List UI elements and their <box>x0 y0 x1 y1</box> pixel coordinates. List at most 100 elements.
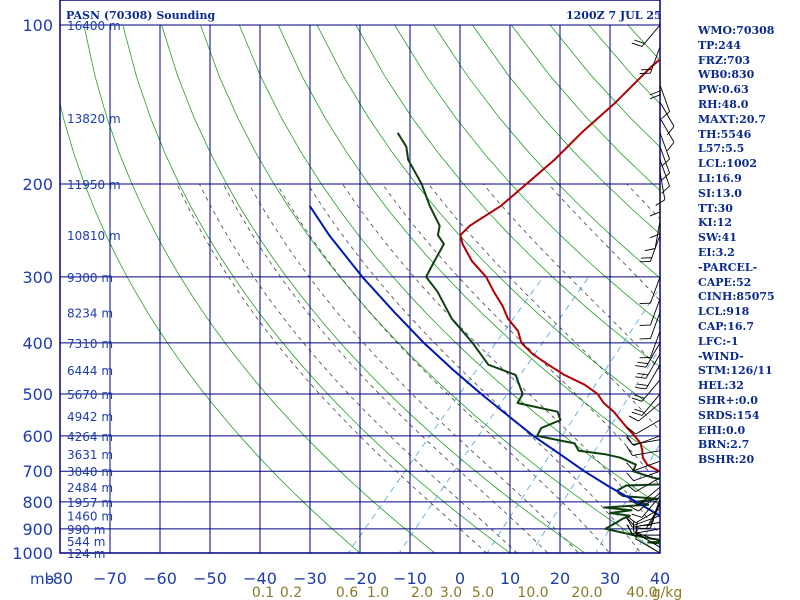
stat-entry: HEL:32 <box>698 379 744 393</box>
parcel-trace <box>308 205 660 517</box>
stat-entry: EHI:0.0 <box>698 423 746 437</box>
mixing-ratio-label: 40.0 <box>626 585 657 600</box>
height-label: 2484 m <box>67 481 113 495</box>
moist-adiabat-line <box>176 183 488 553</box>
wind-barb <box>659 159 670 194</box>
temperature-tick-label: 30 <box>600 569 620 588</box>
stat-entry: KI:12 <box>698 216 733 230</box>
wind-barb <box>627 477 661 493</box>
grid <box>59 0 661 554</box>
moist-adiabat-line <box>381 183 660 487</box>
height-label: 544 m <box>67 535 105 549</box>
wind-barb <box>631 379 661 402</box>
stat-entry: STM:126/11 <box>698 364 773 378</box>
dry-adiabat-line <box>433 25 660 279</box>
height-label: 9300 m <box>67 271 113 285</box>
temperature-tick-label: −70 <box>93 569 127 588</box>
wind-barb <box>639 276 661 305</box>
stat-entry: SHR+:0.0 <box>698 394 758 407</box>
mixing-ratio-label: 0.1 <box>252 585 274 600</box>
observation-time: 1200Z 7 JUL 25 <box>566 9 662 22</box>
height-label: 1460 m <box>67 510 113 524</box>
temperature-tick-label: -80 <box>47 569 73 588</box>
pressure-tick-label: 600 <box>22 427 53 446</box>
wind-barb <box>626 515 661 526</box>
mixing-ratio-label: g/kg <box>652 585 683 600</box>
pressure-tick-label: 100 <box>22 16 53 35</box>
dry-adiabat-line <box>83 25 436 553</box>
wind-barb <box>639 498 661 527</box>
height-label: 3631 m <box>67 448 113 462</box>
moist-adiabat-line <box>199 183 518 553</box>
pressure-tick-label: 1000 <box>12 544 53 563</box>
dry-adiabats <box>60 25 660 553</box>
pressure-tick-label: 500 <box>22 385 53 404</box>
pressure-tick-label: 200 <box>22 175 53 194</box>
height-label: 5670 m <box>67 388 113 402</box>
dry-adiabat-line <box>238 25 660 506</box>
height-label: 990 m <box>67 523 105 537</box>
moist-adiabat-line <box>248 183 580 553</box>
wind-barb <box>635 364 661 390</box>
height-label: 16400 m <box>67 19 121 33</box>
stat-entry: -WIND- <box>698 349 744 363</box>
stat-entry: TP:244 <box>698 38 742 52</box>
dry-adiabat-line <box>200 25 660 553</box>
wind-barb <box>626 446 661 456</box>
mixing-ratio-label: 3.0 <box>440 585 462 600</box>
mixing-ratio-line <box>531 347 660 553</box>
plot-frame <box>59 0 661 554</box>
mixing-ratio-label: 1.0 <box>367 585 389 600</box>
height-label: 3040 m <box>67 465 113 479</box>
wind-barb <box>628 402 661 422</box>
station-title: PASN (70308) Sounding <box>66 9 216 22</box>
height-label: 11950 m <box>67 178 121 192</box>
temperature-tick-label: 40 <box>650 569 670 588</box>
stat-entry: CINH:85075 <box>698 290 775 304</box>
mixing-ratio-label: 0.6 <box>336 585 358 600</box>
wind-barb <box>628 486 661 506</box>
wind-barb <box>639 501 661 529</box>
mixing-ratio-label: 5.0 <box>472 585 494 600</box>
wind-barbs <box>626 24 675 554</box>
temperature-tick-label: −30 <box>293 569 327 588</box>
wind-barb <box>635 353 661 379</box>
wind-barb <box>655 172 666 206</box>
height-label: 8234 m <box>67 306 113 320</box>
height-label: 10810 m <box>67 229 121 243</box>
moist-adiabat-line <box>307 183 642 553</box>
moist-adiabat-line <box>342 183 660 536</box>
dry-adiabat-line <box>355 25 660 368</box>
height-label: 4264 m <box>67 430 113 444</box>
moist-adiabat-line <box>276 183 611 553</box>
stat-entry: CAPE:52 <box>698 275 752 289</box>
stat-entry: L57:5.5 <box>698 142 745 156</box>
wind-barb <box>627 419 661 435</box>
wind-barb <box>659 117 675 151</box>
wind-barb <box>628 492 661 512</box>
mixing-ratio-line <box>595 443 660 553</box>
stat-entry: RH:48.0 <box>698 98 749 111</box>
temperature-tick-label: −10 <box>393 569 427 588</box>
temperature-tick-label: −20 <box>343 569 377 588</box>
mixing-ratio-line <box>758 277 800 564</box>
wind-barb <box>626 435 661 446</box>
height-label: 6444 m <box>67 364 113 378</box>
stat-entry: BRN:2.7 <box>698 438 750 452</box>
stat-entry: SI:13.0 <box>698 186 742 200</box>
moist-adiabat-line <box>482 183 660 371</box>
height-label: 4942 m <box>67 410 113 424</box>
temperature-tick-label: 10 <box>500 569 520 588</box>
height-label: 7310 m <box>67 337 113 351</box>
stat-entry: MAXT:20.7 <box>698 112 766 126</box>
stat-entry: BSHR:20 <box>698 453 755 467</box>
mixing-ratio-label: 2.0 <box>411 585 433 600</box>
stat-entry: SW:41 <box>698 231 737 245</box>
wind-barb <box>626 517 661 528</box>
pressure-tick-label: 800 <box>22 493 53 512</box>
wind-barb <box>632 520 661 542</box>
moist-adiabat-line <box>222 183 549 553</box>
temperature-tick-label: 20 <box>550 569 570 588</box>
wind-barb <box>644 220 661 252</box>
